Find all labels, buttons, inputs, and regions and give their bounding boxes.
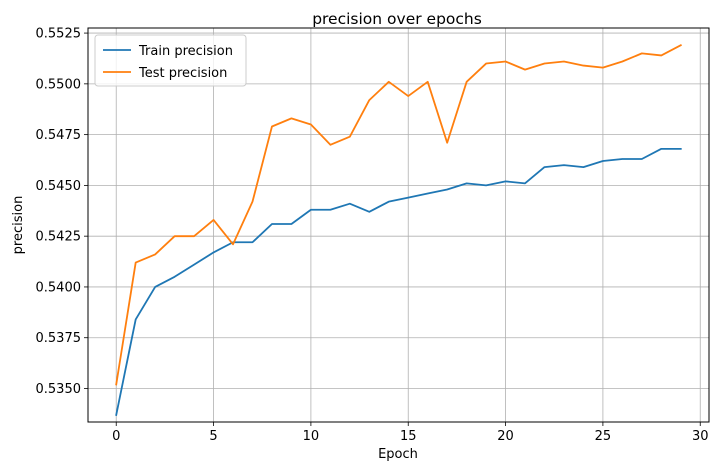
x-tick-label: 30 <box>692 429 709 444</box>
x-tick-label: 15 <box>400 429 417 444</box>
y-tick-label: 0.5500 <box>36 77 82 92</box>
series-line-test <box>115 44 682 386</box>
y-tick-label: 0.5475 <box>36 128 82 143</box>
x-tick-label: 25 <box>595 429 612 444</box>
x-axis-ticks: 0 5 10 15 20 25 30 <box>112 422 709 444</box>
x-tick-label: 0 <box>112 429 120 444</box>
x-tick-label: 20 <box>497 429 514 444</box>
x-axis-label: Epoch <box>378 447 418 462</box>
grid-lines <box>88 28 709 422</box>
series-line-train <box>115 147 682 416</box>
chart-title: precision over epochs <box>312 10 482 28</box>
legend: Train precision Test precision <box>94 34 247 87</box>
y-tick-label: 0.5425 <box>36 230 82 245</box>
legend-label-train: Train precision <box>138 44 233 59</box>
legend-box <box>94 34 247 87</box>
series-lines <box>115 44 682 416</box>
y-tick-label: 0.5375 <box>36 331 82 346</box>
y-tick-label: 0.5400 <box>36 280 82 295</box>
legend-label-test: Test precision <box>138 66 227 81</box>
y-tick-label: 0.5450 <box>36 179 82 194</box>
y-tick-label: 0.5525 <box>36 27 82 42</box>
y-axis-ticks: 0.5350 0.5375 0.5400 0.5425 0.5450 0.5475 0.55… <box>36 27 88 397</box>
x-tick-label: 10 <box>303 429 320 444</box>
plot-frame <box>87 27 710 423</box>
y-tick-label: 0.5350 <box>36 382 82 397</box>
x-tick-label: 5 <box>209 429 217 444</box>
y-axis-label: precision <box>11 196 26 255</box>
